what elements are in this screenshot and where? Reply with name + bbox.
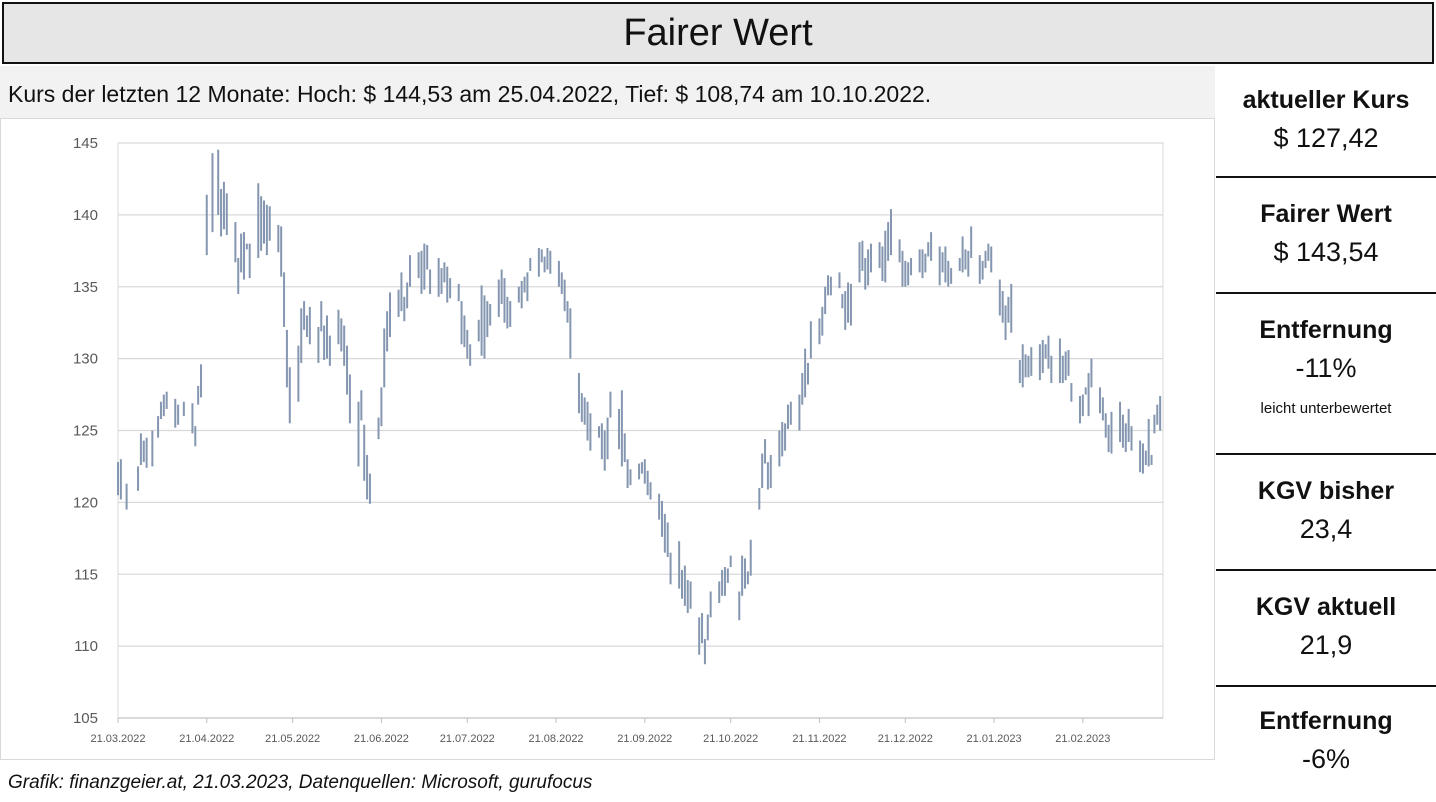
kpi-label: aktueller Kurs (1242, 86, 1410, 114)
y-tick-label: 105 (73, 710, 98, 727)
sidebar: aktueller Kurs $ 127,42 Fairer Wert $ 14… (1216, 62, 1436, 797)
x-tick-label: 21.05.2022 (265, 733, 320, 745)
y-tick-label: 130 (73, 351, 98, 368)
x-tick-label: 21.02.2023 (1055, 733, 1110, 745)
x-tick-label: 21.01.2023 (967, 733, 1022, 745)
title: Fairer Wert (2, 2, 1434, 64)
x-tick-label: 21.11.2022 (792, 733, 846, 745)
kpi-value: $ 127,42 (1273, 123, 1379, 153)
x-tick-label: 21.04.2022 (179, 733, 234, 745)
kpi-label: KGV bisher (1257, 477, 1395, 505)
x-tick-label: 21.06.2022 (354, 733, 409, 745)
kpi-label: Entfernung (1259, 316, 1393, 344)
y-tick-label: 140 (73, 207, 98, 224)
y-tick-label: 125 (73, 423, 98, 440)
footer: Grafik: finanzgeier.at, 21.03.2023, Date… (8, 772, 593, 793)
kpi-card: KGV bisher 23,4 (1216, 455, 1436, 571)
y-tick-label: 135 (73, 279, 98, 296)
kpi-value: 23,4 (1299, 514, 1353, 544)
x-tick-label: 21.09.2022 (617, 733, 672, 745)
chart-frame (0, 118, 1215, 760)
x-tick-label: 21.03.2022 (90, 733, 145, 745)
kpi-value: 21,9 (1299, 630, 1353, 660)
kpi-value: -11% (1295, 353, 1357, 383)
kpi-value: -6% (1301, 744, 1350, 774)
kpi-card: Entfernung -6% (1216, 687, 1436, 797)
kpi-label: Entfernung (1259, 707, 1393, 735)
x-tick-label: 21.08.2022 (529, 733, 584, 745)
y-tick-label: 145 (73, 135, 98, 152)
kpi-card: Entfernung -11% leicht unterbewertet (1216, 294, 1436, 455)
kpi-note: leicht unterbewertet (1260, 400, 1392, 417)
kpi-card: Fairer Wert $ 143,54 (1216, 178, 1436, 294)
y-tick-label: 115 (74, 566, 98, 583)
kpi-value: $ 143,54 (1273, 237, 1379, 267)
x-tick-label: 21.07.2022 (440, 733, 495, 745)
x-tick-label: 21.10.2022 (703, 733, 758, 745)
kpi-card: KGV aktuell 21,9 (1216, 571, 1436, 687)
subtitle: Kurs der letzten 12 Monate: Hoch: $ 144,… (0, 66, 1215, 118)
kpi-card: aktueller Kurs $ 127,42 (1216, 62, 1436, 178)
y-tick-label: 110 (74, 638, 98, 655)
kpi-label: Fairer Wert (1260, 200, 1392, 228)
x-tick-label: 21.12.2022 (878, 733, 933, 745)
y-tick-label: 120 (73, 494, 98, 511)
kpi-label: KGV aktuell (1255, 593, 1397, 621)
chart: 105 110 115 120 125 130 135 140 145 21.03.2022 21.… (73, 135, 1164, 745)
